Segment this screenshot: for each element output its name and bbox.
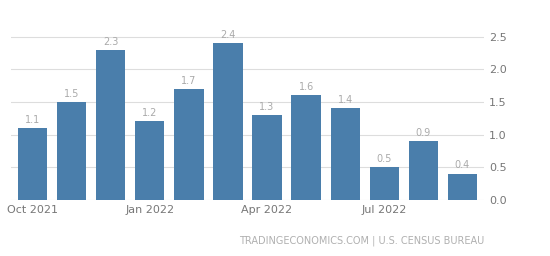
Text: 1.1: 1.1 xyxy=(25,115,40,125)
Bar xyxy=(213,43,243,200)
Text: TRADINGECONOMICS.COM | U.S. CENSUS BUREAU: TRADINGECONOMICS.COM | U.S. CENSUS BUREA… xyxy=(239,235,484,246)
Bar xyxy=(331,109,360,200)
Bar xyxy=(174,89,204,200)
Text: 1.3: 1.3 xyxy=(260,102,274,112)
Text: 1.6: 1.6 xyxy=(299,82,314,92)
Text: 2.4: 2.4 xyxy=(220,30,235,40)
Text: 0.4: 0.4 xyxy=(455,160,470,170)
Bar xyxy=(292,95,321,200)
Bar xyxy=(252,115,282,200)
Bar xyxy=(370,167,399,200)
Bar xyxy=(96,50,125,200)
Bar xyxy=(135,122,164,200)
Text: 0.5: 0.5 xyxy=(377,154,392,164)
Text: 1.2: 1.2 xyxy=(142,108,157,118)
Bar xyxy=(57,102,86,200)
Text: 1.4: 1.4 xyxy=(338,95,353,105)
Text: 2.3: 2.3 xyxy=(103,37,118,47)
Bar xyxy=(448,174,477,200)
Bar xyxy=(18,128,47,200)
Bar xyxy=(409,141,438,200)
Text: 1.5: 1.5 xyxy=(64,89,79,99)
Text: 0.9: 0.9 xyxy=(416,128,431,138)
Text: 1.7: 1.7 xyxy=(181,76,196,86)
